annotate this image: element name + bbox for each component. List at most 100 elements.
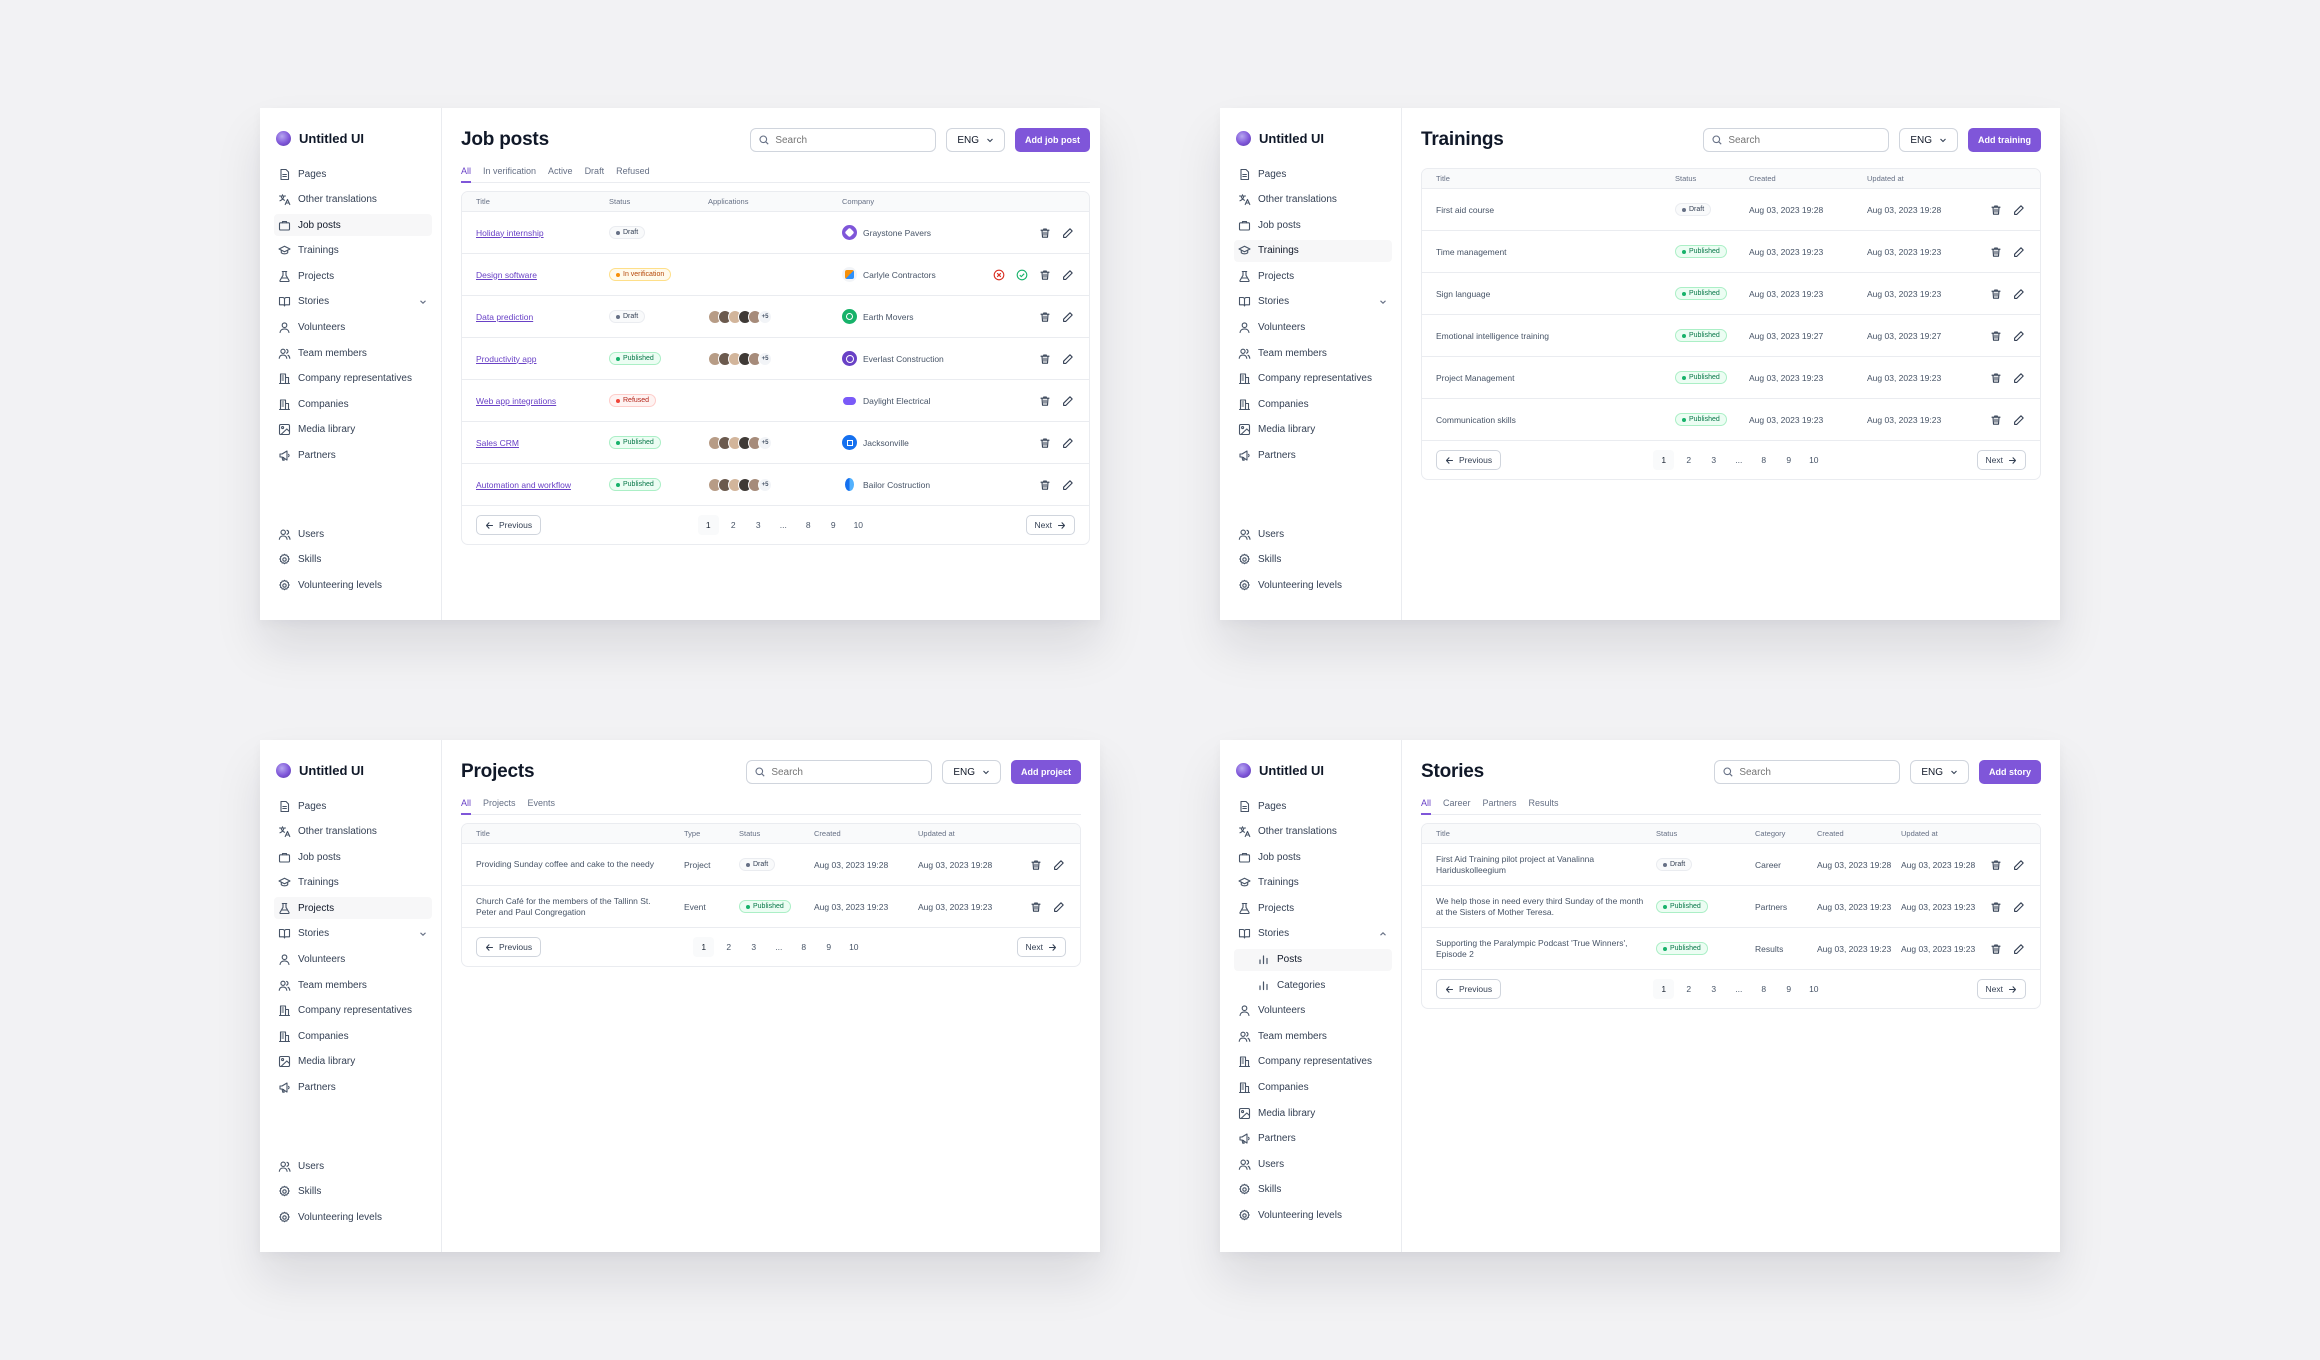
sidebar-item-job-posts[interactable]: Job posts	[274, 214, 432, 237]
next-button[interactable]: Next	[1025, 515, 1075, 535]
sidebar-item-companies[interactable]: Companies	[1234, 1077, 1392, 1099]
table-row[interactable]: Productivity app Published +5 Everlast Cons…	[462, 338, 1089, 380]
trash-icon[interactable]	[1038, 352, 1052, 366]
sidebar-item-partners[interactable]: Partners	[1234, 445, 1392, 467]
tab-partners[interactable]: Partners	[1482, 798, 1517, 808]
sidebar-item-media-library[interactable]: Media library	[1234, 1102, 1392, 1124]
trash-icon[interactable]	[1989, 942, 2003, 956]
edit-icon[interactable]	[2012, 858, 2026, 872]
page-number[interactable]: 8	[801, 942, 807, 952]
sidebar-item-users[interactable]: Users	[274, 1155, 432, 1177]
sidebar-item-job-posts[interactable]: Job posts	[274, 846, 432, 868]
edit-icon[interactable]	[2012, 203, 2026, 217]
page-number[interactable]: 9	[1786, 984, 1792, 994]
page-number[interactable]: 8	[1761, 455, 1767, 465]
sidebar-item-company-representatives[interactable]: Company representatives	[274, 1000, 432, 1022]
tab-projects[interactable]: Projects	[483, 798, 516, 808]
chevron-up-icon[interactable]	[1378, 929, 1388, 939]
table-row[interactable]: Time management Published Aug 03, 2023 19:…	[1422, 231, 2040, 273]
sidebar-item-other-translations[interactable]: Other translations	[274, 189, 432, 211]
sidebar-item-companies[interactable]: Companies	[1234, 393, 1392, 415]
sidebar-item-projects[interactable]: Projects	[1234, 897, 1392, 919]
next-button[interactable]: Next	[1976, 979, 2026, 999]
sidebar-item-trainings[interactable]: Trainings	[274, 240, 432, 262]
sidebar-item-partners[interactable]: Partners	[1234, 1128, 1392, 1150]
page-number[interactable]: 8	[1761, 984, 1767, 994]
sidebar-item-skills[interactable]: Skills	[1234, 549, 1392, 571]
job-title-link[interactable]: Automation and workflow	[476, 479, 571, 490]
sidebar-item-volunteers[interactable]: Volunteers	[274, 949, 432, 971]
next-button[interactable]: Next	[1016, 937, 1066, 957]
table-row[interactable]: Web app integrations Refused Daylight Elec…	[462, 380, 1089, 422]
language-select[interactable]: ENG	[1910, 760, 1969, 784]
tab-in-verification[interactable]: In verification	[483, 166, 537, 176]
approve-icon[interactable]	[1015, 268, 1029, 282]
brand-logo[interactable]: Untitled UI	[1234, 128, 1392, 148]
sidebar-item-company-representatives[interactable]: Company representatives	[1234, 1051, 1392, 1073]
edit-icon[interactable]	[1052, 900, 1066, 914]
page-number[interactable]: 3	[755, 520, 761, 530]
job-title-link[interactable]: Data prediction	[476, 311, 534, 322]
table-row[interactable]: Supporting the Paralympic Podcast 'True …	[1422, 928, 2040, 970]
sidebar-item-skills[interactable]: Skills	[274, 1181, 432, 1203]
search-box[interactable]	[1714, 760, 1901, 784]
brand-logo[interactable]: Untitled UI	[274, 760, 432, 780]
edit-icon[interactable]	[2012, 245, 2026, 259]
sidebar-item-projects[interactable]: Projects	[274, 897, 432, 920]
tab-refused[interactable]: Refused	[616, 166, 650, 176]
job-title-link[interactable]: Sales CRM	[476, 437, 519, 448]
edit-icon[interactable]	[1061, 268, 1075, 282]
search-box[interactable]	[746, 760, 933, 784]
page-number[interactable]: 3	[751, 942, 757, 952]
trash-icon[interactable]	[1989, 245, 2003, 259]
table-row[interactable]: Data prediction Draft +5 Earth Movers	[462, 296, 1089, 338]
sidebar-subitem-categories[interactable]: Categories	[1234, 974, 1392, 996]
edit-icon[interactable]	[1061, 478, 1075, 492]
edit-icon[interactable]	[2012, 329, 2026, 343]
sidebar-item-users[interactable]: Users	[274, 523, 432, 545]
sidebar-item-stories[interactable]: Stories	[1234, 291, 1392, 313]
search-input[interactable]	[1728, 134, 1879, 146]
tab-events[interactable]: Events	[527, 798, 556, 808]
sidebar-item-team-members[interactable]: Team members	[274, 974, 432, 996]
trash-icon[interactable]	[1989, 287, 2003, 301]
add-job-post-button[interactable]: Add job post	[1015, 128, 1090, 152]
page-number[interactable]: 2	[1686, 455, 1692, 465]
edit-icon[interactable]	[2012, 413, 2026, 427]
trash-icon[interactable]	[1038, 436, 1052, 450]
sidebar-item-projects[interactable]: Projects	[274, 265, 432, 287]
sidebar-item-volunteering-levels[interactable]: Volunteering levels	[1234, 1205, 1392, 1227]
page-number[interactable]: 2	[1686, 984, 1692, 994]
job-title-link[interactable]: Design software	[476, 269, 537, 280]
page-number[interactable]: 9	[1786, 455, 1792, 465]
search-input[interactable]	[1739, 766, 1890, 778]
table-row[interactable]: Church Café for the members of the Talli…	[462, 886, 1080, 928]
search-input[interactable]	[771, 766, 922, 778]
previous-button[interactable]: Previous	[1436, 979, 1502, 999]
sidebar-item-partners[interactable]: Partners	[274, 445, 432, 467]
page-number[interactable]: 10	[1809, 455, 1819, 465]
edit-icon[interactable]	[1061, 394, 1075, 408]
edit-icon[interactable]	[1061, 436, 1075, 450]
sidebar-item-partners[interactable]: Partners	[274, 1077, 432, 1099]
sidebar-item-skills[interactable]: Skills	[274, 549, 432, 571]
sidebar-item-other-translations[interactable]: Other translations	[1234, 821, 1392, 843]
table-row[interactable]: First aid course Draft Aug 03, 2023 19:28 A…	[1422, 189, 2040, 231]
sidebar-item-trainings[interactable]: Trainings	[274, 872, 432, 894]
sidebar-item-job-posts[interactable]: Job posts	[1234, 214, 1392, 236]
applicant-avatars[interactable]: +5	[708, 351, 842, 366]
add-training-button[interactable]: Add training	[1968, 128, 2041, 152]
edit-icon[interactable]	[2012, 371, 2026, 385]
trash-icon[interactable]	[1989, 413, 2003, 427]
trash-icon[interactable]	[1989, 203, 2003, 217]
sidebar-item-volunteering-levels[interactable]: Volunteering levels	[1234, 574, 1392, 596]
sidebar-item-volunteers[interactable]: Volunteers	[274, 317, 432, 339]
trash-icon[interactable]	[1038, 310, 1052, 324]
chevron-down-icon[interactable]	[418, 297, 428, 307]
language-select[interactable]: ENG	[1899, 128, 1958, 152]
sidebar-item-stories[interactable]: Stories	[274, 291, 432, 313]
tab-all[interactable]: All	[461, 798, 472, 815]
edit-icon[interactable]	[1061, 310, 1075, 324]
next-button[interactable]: Next	[1976, 450, 2026, 470]
sidebar-item-company-representatives[interactable]: Company representatives	[1234, 368, 1392, 390]
